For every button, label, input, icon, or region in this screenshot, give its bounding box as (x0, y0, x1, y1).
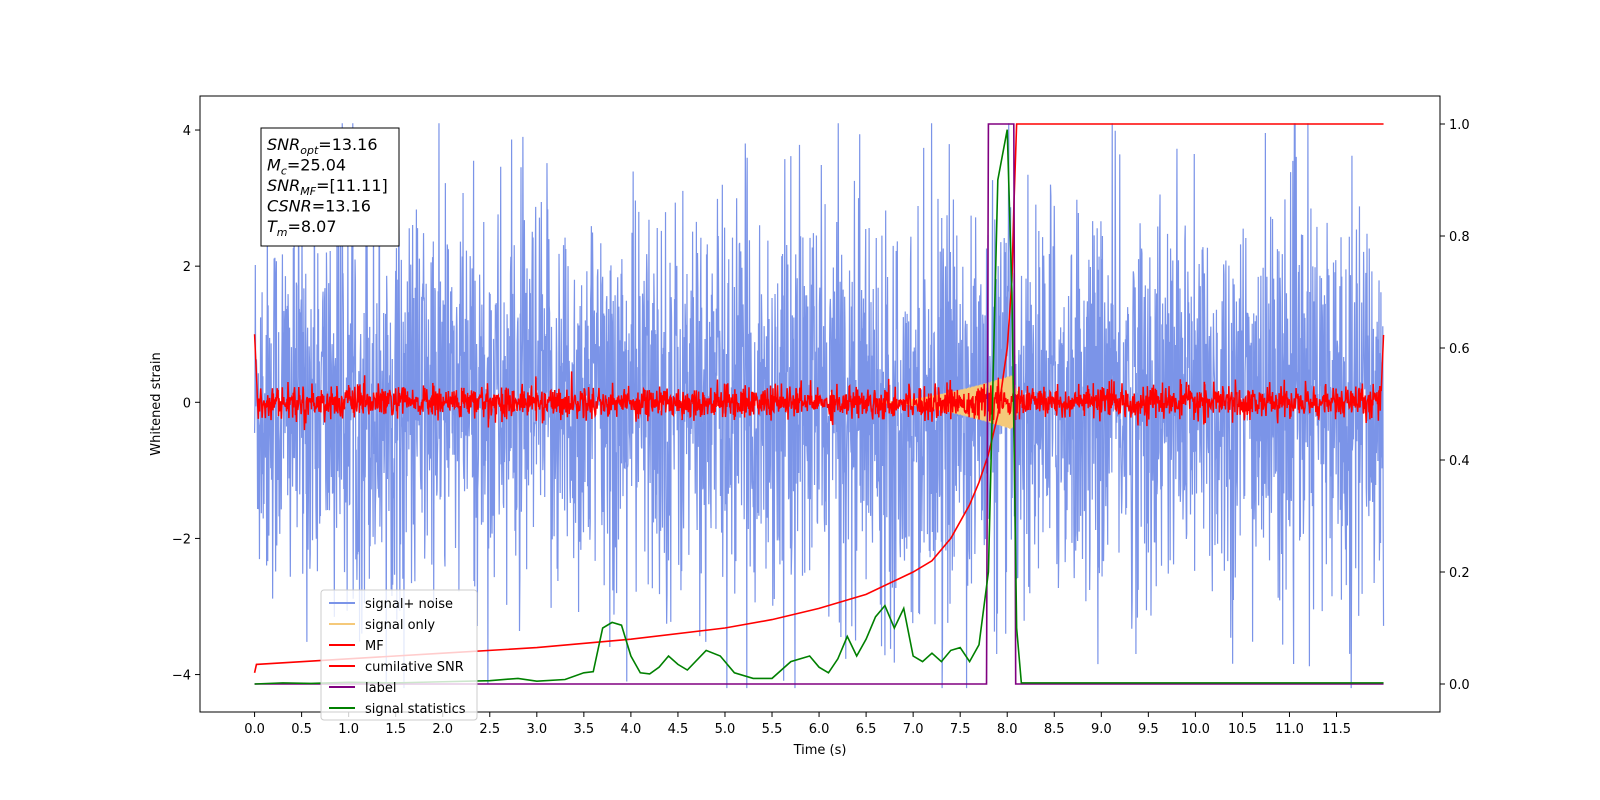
info-box-line: Tm=8.07 (267, 217, 337, 239)
info-box: SNRopt=13.16Mc=25.04SNRMF=[11.11]CSNR=13… (260, 127, 400, 247)
info-box-line: CSNR=13.16 (267, 197, 371, 216)
y-tick-label: 2 (183, 260, 191, 275)
legend-label: MF (365, 639, 384, 654)
x-tick-label: 6.0 (809, 722, 830, 737)
info-box-line: Mc=25.04 (267, 156, 346, 178)
x-tick-label: 0.0 (244, 722, 265, 737)
x-tick-label: 3.5 (574, 722, 595, 737)
x-axis-label: Time (s) (793, 743, 847, 758)
x-tick-label: 1.0 (338, 722, 359, 737)
x-tick-label: 8.0 (997, 722, 1018, 737)
info-box-frame (260, 127, 400, 247)
x-tick-label: 10.5 (1228, 722, 1257, 737)
x-tick-label: 7.0 (903, 722, 924, 737)
x-tick-label: 6.5 (856, 722, 877, 737)
x-tick-label: 0.5 (291, 722, 312, 737)
plot-frame (199, 95, 1441, 713)
x-tick-label: 11.5 (1322, 722, 1351, 737)
x-tick-label: 4.5 (668, 722, 689, 737)
x-tick-label: 5.0 (715, 722, 736, 737)
y-tick-label: 0 (183, 396, 191, 411)
x-tick-label: 2.0 (432, 722, 453, 737)
y-axis-label: Whitened strain (149, 352, 164, 455)
x-tick-label: 3.0 (526, 722, 547, 737)
legend: signal+ noise signal only MF cumilative SNR… (320, 589, 478, 721)
x-axis: 0.0 0.5 1.0 1.5 2.0 2.5 3.0 3.5 4.0 4.5 5.0 5.5 6.0 6… (244, 712, 1351, 737)
x-tick-label: 8.5 (1044, 722, 1065, 737)
legend-label: cumilative SNR (365, 660, 464, 675)
y-axis-right: 1.0 0.8 0.6 0.4 0.2 0.0 (1440, 118, 1470, 693)
series-layer (253, 123, 1385, 689)
x-tick-label: 1.5 (385, 722, 406, 737)
y2-tick-label: 1.0 (1449, 118, 1470, 133)
y-tick-label: −4 (172, 669, 191, 684)
x-tick-label: 9.5 (1138, 722, 1159, 737)
legend-label: signal only (365, 618, 435, 633)
y2-tick-label: 0.6 (1449, 342, 1470, 357)
x-tick-label: 10.0 (1181, 722, 1210, 737)
legend-label: signal+ noise (365, 597, 453, 612)
x-tick-label: 4.0 (621, 722, 642, 737)
x-tick-label: 11.0 (1275, 722, 1304, 737)
y2-tick-label: 0.4 (1449, 454, 1470, 469)
series-label (254, 123, 1384, 685)
x-tick-label: 2.5 (479, 722, 500, 737)
info-box-line: SNRopt=13.16 (267, 135, 378, 157)
x-tick-label: 9.0 (1091, 722, 1112, 737)
series-mf (253, 334, 1385, 431)
series-signal-noise (253, 123, 1385, 689)
y2-tick-label: 0.8 (1449, 230, 1470, 245)
series-cumulative-snr (253, 123, 1384, 673)
legend-label: signal statistics (365, 702, 466, 717)
x-tick-label: 7.5 (950, 722, 971, 737)
y-axis-left: 4 2 0 −2 −4 (172, 124, 200, 684)
y2-tick-label: 0.0 (1449, 678, 1470, 693)
legend-label: label (365, 681, 396, 696)
info-box-line: SNRMF=[11.11] (267, 176, 388, 198)
y2-tick-label: 0.2 (1449, 566, 1470, 581)
y-tick-label: −2 (172, 532, 191, 547)
series-signal-statistics (254, 129, 1384, 685)
legend-frame (320, 589, 478, 721)
y-tick-label: 4 (183, 124, 191, 139)
x-tick-label: 5.5 (762, 722, 783, 737)
